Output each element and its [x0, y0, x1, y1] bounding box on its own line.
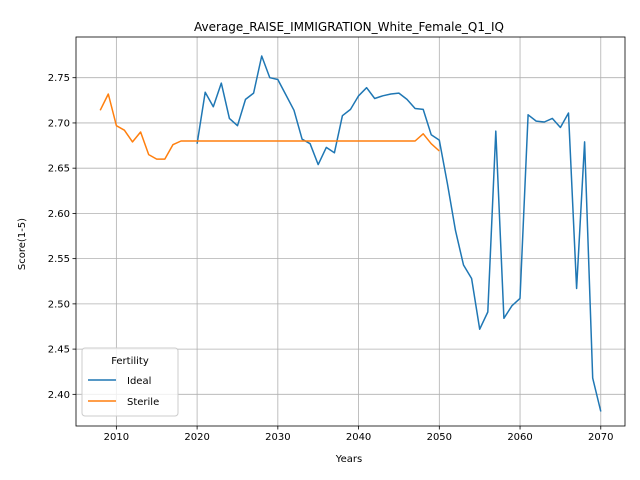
series-line-sterile — [99, 93, 440, 160]
y-tick-label: 2.55 — [48, 254, 70, 265]
y-tick-label: 2.60 — [48, 209, 70, 220]
y-tick-label: 2.45 — [48, 345, 70, 356]
y-tick-label: 2.50 — [48, 299, 70, 310]
x-tick-label: 2010 — [104, 432, 129, 443]
y-tick-label: 2.70 — [48, 118, 70, 129]
x-tick-label: 2050 — [427, 432, 452, 443]
plot-frame — [75, 36, 626, 427]
x-tick-label: 2040 — [346, 432, 371, 443]
x-tick-label: 2030 — [265, 432, 290, 443]
y-tick-label: 2.65 — [48, 164, 70, 175]
series-lines — [99, 55, 602, 412]
x-axis-ticks: 2010 2020 2030 2040 2050 2060 2070 — [104, 426, 614, 443]
y-axis-ticks: 2.40 2.45 2.50 2.55 2.60 2.65 2.70 2.75 — [48, 73, 76, 401]
legend-label-ideal: Ideal — [127, 376, 151, 387]
y-axis-label: Score(1-5) — [17, 218, 28, 270]
x-tick-label: 2070 — [588, 432, 613, 443]
legend-label-sterile: Sterile — [127, 397, 159, 408]
legend-title: Fertility — [111, 356, 149, 367]
chart-title: Average_RAISE_IMMIGRATION_White_Female_Q… — [194, 20, 504, 34]
y-tick-label: 2.40 — [48, 390, 70, 401]
x-axis-label: Years — [335, 454, 362, 465]
x-tick-label: 2060 — [507, 432, 532, 443]
legend: Fertility Ideal Sterile — [81, 347, 179, 417]
legend-box — [81, 347, 179, 417]
x-tick-label: 2020 — [184, 432, 209, 443]
y-tick-label: 2.75 — [48, 73, 70, 84]
series-line-ideal — [196, 55, 602, 412]
